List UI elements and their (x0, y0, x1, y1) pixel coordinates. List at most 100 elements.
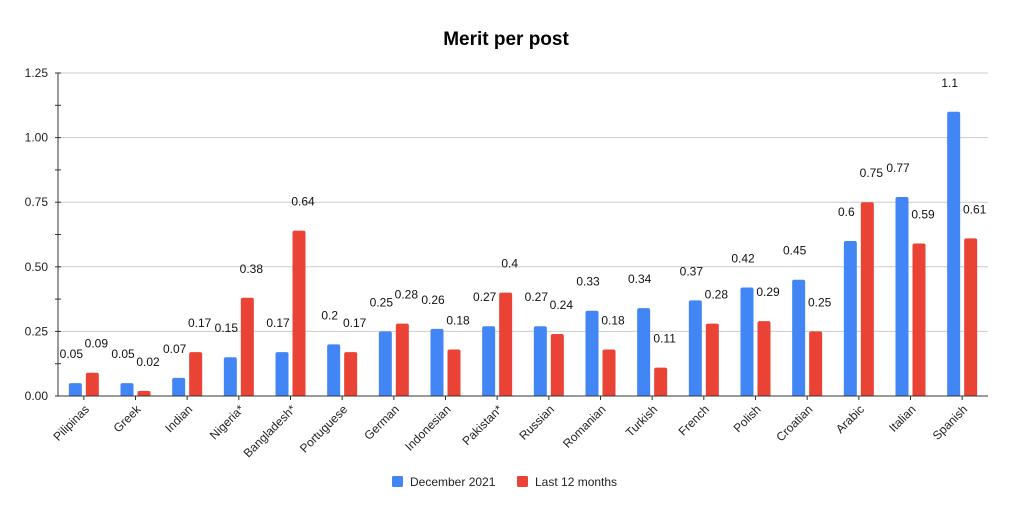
bar-december-2021 (740, 287, 754, 396)
data-label: 0.27 (473, 290, 497, 304)
x-tick-label: Pilipinas (50, 402, 92, 444)
y-axis: 0.00 0.25 0.50 0.75 1.00 1.25 (25, 66, 61, 403)
bar-last-12-months (447, 349, 461, 396)
data-label: 0.34 (628, 272, 652, 286)
data-label: 0.37 (680, 264, 704, 278)
bar-last-12-months (860, 202, 874, 396)
x-tick-label: Russian (516, 402, 557, 443)
data-label: 0.25 (370, 295, 394, 309)
data-label: 0.17 (266, 316, 290, 330)
bar-last-12-months (85, 372, 99, 396)
data-label: 0.2 (321, 308, 338, 322)
data-label: 0.29 (756, 285, 780, 299)
data-label: 0.77 (886, 161, 910, 175)
bar-december-2021 (585, 310, 599, 396)
x-tick-label: Romanian (560, 402, 609, 451)
data-label: 0.75 (860, 166, 884, 180)
data-label: 0.15 (215, 321, 239, 335)
chart-title: Merit per post (443, 29, 569, 50)
data-label: 0.38 (240, 262, 264, 276)
data-label: 1.1 (941, 76, 958, 90)
data-label: 0.64 (291, 195, 315, 209)
data-label: 0.45 (783, 244, 807, 258)
y-tick-label: 0.75 (25, 195, 49, 209)
bar-december-2021 (68, 383, 82, 396)
y-tick-label: 0.25 (25, 324, 49, 338)
bar-last-12-months (344, 352, 358, 396)
gridlines (58, 72, 988, 332)
x-tick-label: Spanish (930, 402, 971, 443)
bar-last-12-months (602, 349, 616, 396)
x-tick-label: French (676, 402, 712, 438)
data-label: 0.59 (911, 208, 935, 222)
bar-last-12-months (240, 297, 254, 396)
y-tick-label: 1.00 (25, 131, 49, 145)
bar-december-2021 (172, 377, 186, 396)
x-tick-label: Croatian (773, 402, 815, 444)
x-tick-label: Italian (886, 402, 919, 435)
bar-december-2021 (792, 279, 806, 396)
bar-december-2021 (688, 300, 702, 396)
bars: 0.050.090.050.020.070.17 0.150.380.170.64… (60, 76, 987, 396)
bar-last-12-months (964, 238, 978, 396)
bar-december-2021 (430, 328, 444, 396)
bar-last-12-months (912, 243, 926, 396)
data-label: 0.17 (343, 316, 367, 330)
data-label: 0.05 (111, 347, 135, 361)
bar-december-2021 (947, 111, 961, 396)
y-tick-label: 0.00 (25, 389, 49, 403)
x-tick-label: Greek (111, 402, 145, 436)
bar-december-2021 (482, 326, 496, 396)
data-label: 0.09 (85, 337, 109, 351)
data-label: 0.28 (395, 288, 419, 302)
bar-last-12-months (705, 323, 719, 396)
data-label: 0.18 (446, 313, 470, 327)
bar-december-2021 (378, 331, 392, 396)
data-label: 0.07 (163, 342, 187, 356)
bar-last-12-months (809, 331, 823, 396)
data-label: 0.17 (188, 316, 212, 330)
bar-december-2021 (895, 197, 909, 396)
data-label: 0.05 (60, 347, 84, 361)
x-axis: Pilipinas Greek Indian Nigeria*Bangladesh*P… (50, 395, 988, 460)
bar-last-12-months (550, 333, 564, 396)
data-label: 0.4 (501, 257, 518, 271)
data-label: 0.25 (808, 295, 832, 309)
data-label: 0.27 (525, 290, 549, 304)
x-tick-label: German (361, 402, 402, 443)
x-tick-label: Bangladesh* (241, 402, 299, 460)
y-tick-label: 0.50 (25, 260, 49, 274)
bar-last-12-months (189, 352, 203, 396)
bar-december-2021 (223, 357, 237, 396)
x-tick-label: Turkish (623, 402, 660, 439)
data-label: 0.33 (576, 275, 600, 289)
x-tick-label: Portuguese (297, 402, 351, 456)
x-tick-label: Indonesian (402, 402, 453, 453)
data-label: 0.26 (421, 293, 445, 307)
x-tick-label: Pakistan* (460, 402, 506, 448)
x-tick-label: Arabic (833, 402, 867, 436)
data-label: 0.42 (731, 251, 755, 265)
bar-last-12-months (137, 390, 151, 396)
legend: December 2021 Last 12 months (392, 475, 617, 489)
data-label: 0.02 (136, 355, 160, 369)
legend-label: December 2021 (410, 475, 496, 489)
legend-item: Last 12 months (517, 475, 617, 489)
x-tick-label: Nigeria* (207, 402, 247, 442)
bar-last-12-months (292, 230, 306, 396)
bar-december-2021 (327, 344, 341, 396)
bar-december-2021 (275, 352, 289, 396)
x-tick-label: Polish (731, 402, 764, 435)
data-label: 0.11 (653, 332, 676, 346)
bar-last-12-months (654, 367, 668, 396)
bar-december-2021 (843, 240, 857, 396)
data-label: 0.18 (601, 313, 625, 327)
legend-swatch (517, 476, 528, 487)
bar-last-12-months (395, 323, 409, 396)
bar-december-2021 (637, 308, 651, 396)
bar-december-2021 (533, 326, 547, 396)
legend-swatch (392, 476, 403, 487)
data-label: 0.6 (838, 205, 855, 219)
